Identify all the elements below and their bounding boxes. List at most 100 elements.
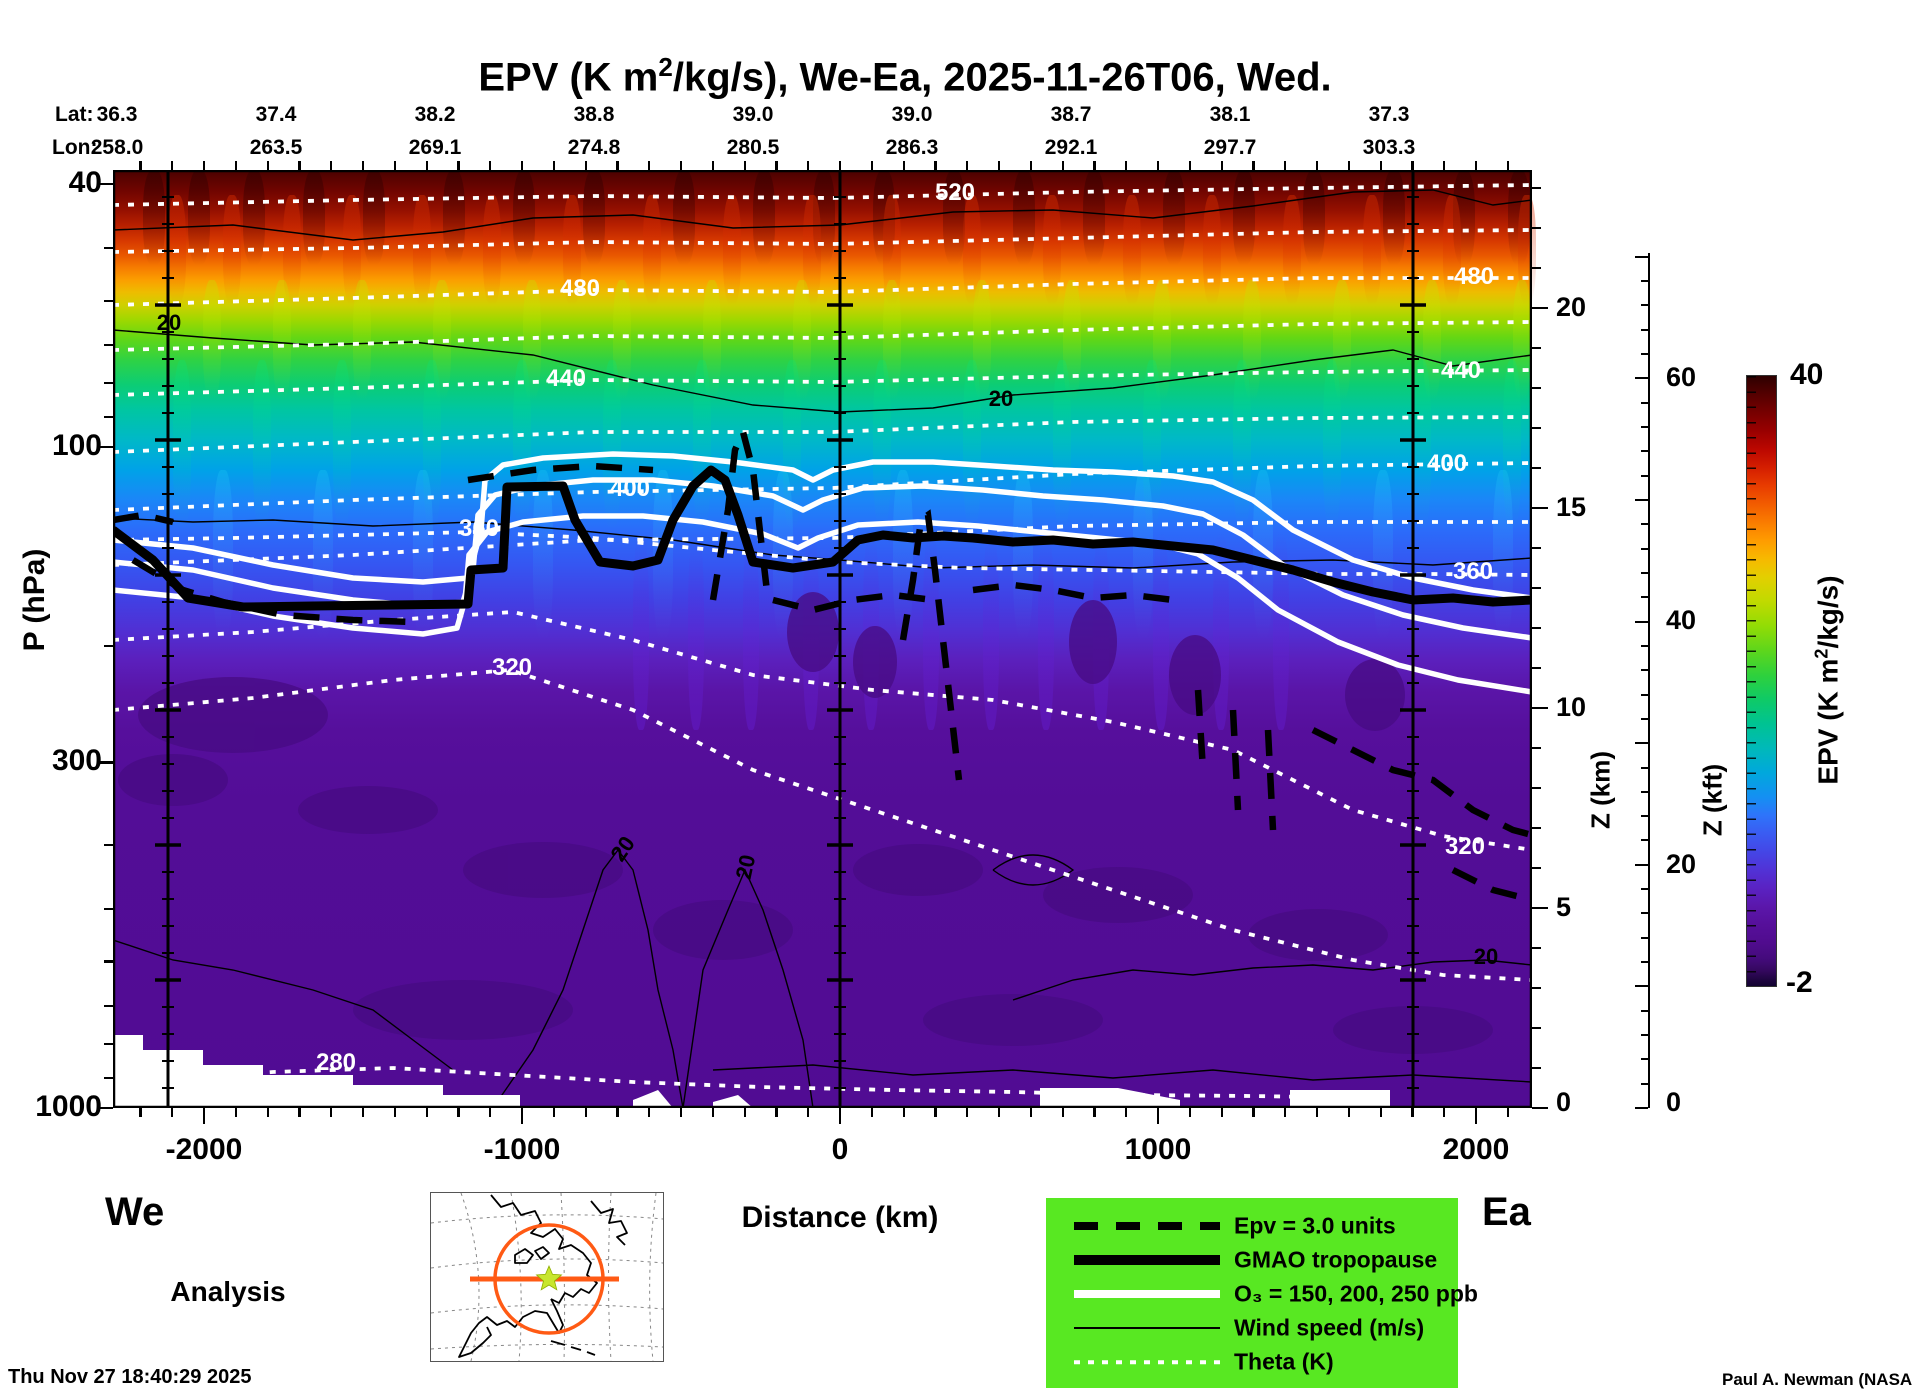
zkft-axis-line (1648, 253, 1650, 1108)
distance-tick (425, 1108, 428, 1117)
inset-map-graphic (430, 1192, 664, 1362)
zkm-tick (1532, 307, 1548, 310)
dark-red-streak (303, 170, 325, 265)
zkft-tick (1641, 426, 1648, 429)
distance-top-tick (1411, 161, 1414, 170)
pressure-tick (104, 382, 113, 385)
red-streak (283, 195, 301, 305)
distance-tick (234, 1108, 237, 1117)
purple-streak (688, 530, 704, 730)
distance-top-tick (711, 161, 714, 170)
pressure-tick-label: 100 (51, 429, 102, 462)
zkm-tick (1532, 587, 1541, 590)
lat-value: 38.1 (1209, 103, 1251, 126)
purple-streak (1153, 530, 1169, 730)
distance-tick (1093, 1108, 1096, 1117)
zkft-axis-label: Z (kft) (1697, 763, 1728, 837)
distance-top-tick (1475, 161, 1478, 170)
red-streak (413, 195, 431, 305)
colorbar-ticks (1747, 376, 1756, 986)
zkm-tick (1532, 427, 1541, 430)
dark-red-streak (188, 170, 210, 265)
lon-value: 280.5 (726, 136, 780, 159)
lon-value: 258.0 (90, 136, 144, 159)
terrain-mask (113, 1035, 1390, 1108)
wind-contour-label: 20 (156, 310, 182, 335)
theta-contours (113, 183, 1532, 1100)
distance-tick (775, 1108, 778, 1117)
legend-swatch-solid-black-thin (1074, 1327, 1220, 1329)
zkft-tick (1641, 1058, 1648, 1061)
plot-border (113, 170, 1532, 1108)
yellow-green-streak (973, 280, 991, 400)
west-endpoint-label: We (105, 1190, 165, 1234)
waypoint-vertical-lines (155, 170, 1426, 1108)
yellow-green-streak (883, 280, 901, 400)
red-streak (723, 195, 741, 305)
green-streak (1323, 360, 1341, 530)
zkft-tick (1641, 669, 1648, 672)
distance-tick (521, 1108, 524, 1124)
distance-tick (966, 1108, 969, 1117)
dark-red-streak (813, 170, 835, 265)
zkft-tick (1641, 912, 1648, 915)
zkm-tick (1532, 667, 1541, 670)
dark-red-streak (143, 170, 165, 265)
theta-contour-label: 280 (315, 1049, 357, 1076)
zkft-tick (1641, 474, 1648, 477)
distance-top-tick (298, 161, 301, 170)
distance-top-tick (680, 161, 683, 170)
pressure-tick-label: 1000 (35, 1090, 102, 1123)
page-title: EPV (K m2/kg/s), We-Ea, 2025-11-26T06, W… (0, 52, 1810, 100)
pressure-axis-label: P (hPa) (18, 548, 51, 652)
colorbar-max-label: 40 (1790, 358, 1824, 391)
legend-item-label: GMAO tropopause (1234, 1246, 1438, 1273)
lat-value: 38.2 (414, 103, 456, 126)
zkft-tick (1635, 1107, 1648, 1109)
zkft-tick-label: 0 (1666, 1087, 1682, 1117)
distance-tick (1411, 1108, 1414, 1117)
red-streak (1203, 195, 1221, 305)
zkm-tick (1532, 347, 1541, 350)
cyan-streak (1013, 470, 1033, 640)
distance-tick (1125, 1108, 1128, 1117)
distance-tick (1061, 1108, 1064, 1117)
pressure-tick (104, 1042, 113, 1046)
cyan-streak (413, 470, 433, 640)
wind-contour-label: 20 (1473, 944, 1499, 969)
distance-tick (616, 1108, 619, 1117)
theta-contour-label: 440 (545, 365, 587, 392)
yellow-green-streak (523, 280, 541, 400)
distance-tick-label: -1000 (483, 1133, 561, 1166)
distance-tick (552, 1108, 555, 1117)
red-streak (883, 195, 901, 305)
legend-swatch-dashed-black (1074, 1222, 1220, 1230)
zkm-tick (1532, 1107, 1548, 1110)
lat-value: 37.4 (255, 103, 297, 126)
distance-tick (489, 1108, 492, 1117)
distance-top-tick (839, 161, 842, 170)
pressure-tick (104, 844, 113, 847)
distance-tick (998, 1108, 1001, 1117)
distance-top-tick (425, 161, 428, 170)
dark-red-streak (943, 170, 965, 265)
yellow-green-streak (353, 280, 371, 400)
green-streak (333, 360, 351, 530)
zkft-tick-label: 60 (1666, 362, 1697, 392)
distance-top-tick (1061, 161, 1064, 170)
theta-contour-label: 320 (1444, 833, 1486, 860)
pressure-tick (104, 1004, 113, 1007)
pressure-tick (104, 247, 113, 250)
zkft-tick (1635, 377, 1648, 380)
distance-tick (870, 1108, 873, 1117)
distance-top-tick (743, 161, 746, 170)
lat-value: 38.8 (573, 103, 615, 126)
zkm-tick (1532, 507, 1548, 510)
distance-top-tick (584, 161, 587, 170)
distance-tick-label: -2000 (165, 1133, 243, 1166)
zkm-tick (1532, 907, 1548, 910)
distance-top-tick (775, 161, 778, 170)
zkm-tick (1532, 267, 1541, 270)
distance-tick (902, 1108, 905, 1117)
